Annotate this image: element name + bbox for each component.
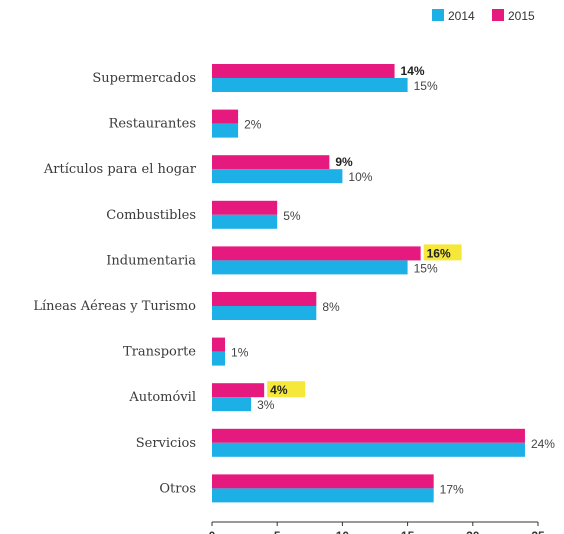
data-label-combustibles: 5% [283, 209, 301, 223]
bar-2014-supermercados [212, 78, 408, 92]
bar-2015-articulos-para-el-hogar [212, 155, 330, 170]
category-label-servicios: Servicios [136, 436, 196, 451]
bar-2015-supermercados [212, 64, 395, 78]
bar-2015-combustibles [212, 200, 278, 215]
bar-2015-automovil [212, 383, 265, 398]
x-tick-label-20: 20 [466, 529, 480, 534]
legend-swatch-2014 [432, 9, 444, 21]
x-tick-label-25: 25 [531, 529, 545, 534]
data-label-servicios: 24% [531, 437, 555, 451]
bar-2015-transporte [212, 337, 226, 352]
x-tick-label-5: 5 [274, 529, 281, 534]
bar-2014-servicios [212, 442, 525, 457]
bar-2015-otros [212, 474, 434, 489]
bar-2014-restaurantes [212, 123, 239, 138]
category-label-restaurantes: Restaurantes [109, 117, 196, 132]
data-label-2015-indumentaria: 16% [427, 246, 451, 260]
bar-2014-combustibles [212, 214, 278, 229]
x-tick-label-0: 0 [209, 529, 216, 534]
bar-2014-otros [212, 488, 434, 503]
labels-group: Supermercados 14%15%Restaurantes 2%Artícul… [33, 64, 555, 496]
category-label-articulos-para-el-hogar: Artículos para el hogar [43, 162, 197, 177]
bar-2015-indumentaria [212, 246, 421, 261]
category-label-lineas-aereas-y-turismo: Líneas Aéreas y Turismo [33, 299, 196, 314]
category-label-otros: Otros [159, 481, 196, 496]
legend-swatch-2015 [492, 9, 504, 21]
category-label-transporte: Transporte [123, 345, 196, 360]
category-label-automovil: Automóvil [128, 390, 196, 405]
x-axis: 0 5 10 15 20 25 [209, 521, 545, 534]
data-label-2015-supermercados: 14% [401, 64, 425, 78]
data-label-otros: 17% [440, 482, 464, 496]
data-label-lineas-aereas-y-turismo: 8% [322, 300, 340, 314]
bar-2015-restaurantes [212, 109, 239, 124]
bar-2015-servicios [212, 428, 525, 443]
category-label-supermercados: Supermercados [92, 71, 196, 86]
bar-2014-lineas-aereas-y-turismo [212, 306, 317, 320]
category-label-combustibles: Combustibles [106, 208, 196, 223]
x-tick-label-10: 10 [336, 529, 350, 534]
legend: 2014 2015 [432, 9, 535, 23]
legend-label-2015: 2015 [508, 9, 535, 23]
data-label-restaurantes: 2% [244, 118, 262, 132]
data-label-2014-supermercados: 15% [414, 79, 438, 93]
bar-2014-articulos-para-el-hogar [212, 169, 343, 184]
data-label-2014-automovil: 3% [257, 398, 275, 412]
data-label-2015-articulos-para-el-hogar: 9% [335, 155, 353, 169]
highlight-automovil [267, 381, 306, 398]
category-label-indumentaria: Indumentaria [106, 253, 196, 268]
data-label-2015-automovil: 4% [270, 383, 288, 397]
x-tick-label-15: 15 [401, 529, 415, 534]
data-label-2014-indumentaria: 15% [414, 261, 438, 275]
bar-2014-automovil [212, 397, 252, 412]
legend-label-2014: 2014 [448, 9, 475, 23]
bars-group [212, 64, 525, 503]
highlight-indumentaria [423, 244, 462, 261]
data-label-transporte: 1% [231, 346, 249, 360]
data-label-2014-articulos-para-el-hogar: 10% [348, 170, 372, 184]
bar-2015-lineas-aereas-y-turismo [212, 292, 317, 306]
bar-2014-transporte [212, 351, 226, 366]
bar-2014-indumentaria [212, 260, 408, 275]
